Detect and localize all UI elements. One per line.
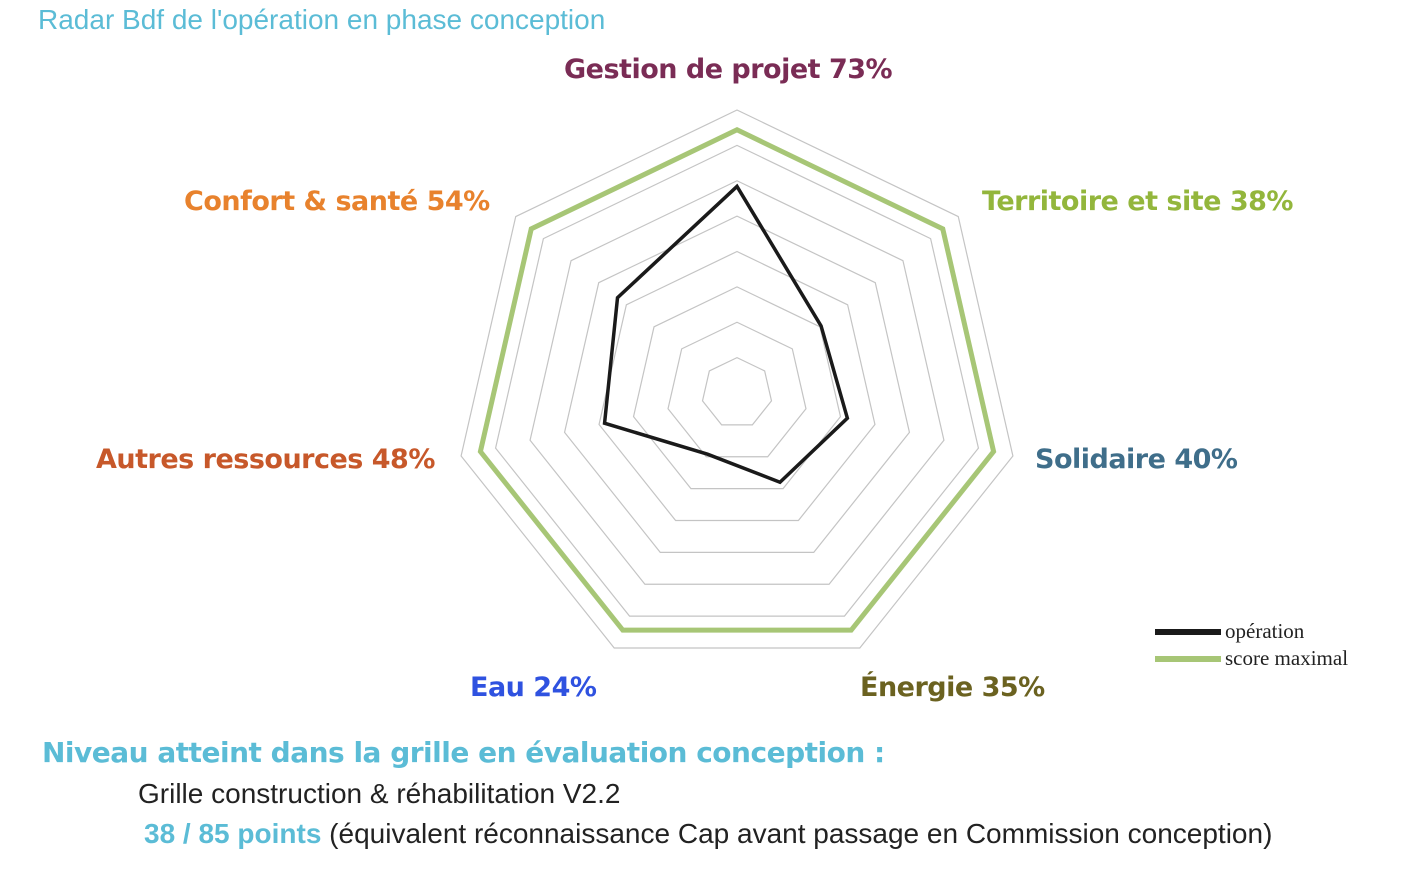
axis-label-confort-sante: Confort & santé 54% bbox=[184, 186, 490, 217]
axis-label-solidaire: Solidaire 40% bbox=[1035, 444, 1238, 475]
chart-legend: opération score maximal bbox=[1155, 618, 1348, 672]
series-score-maximal bbox=[477, 127, 997, 633]
legend-label-operation: opération bbox=[1225, 619, 1305, 643]
legend-swatch-operation bbox=[1155, 628, 1221, 635]
axis-label-gestion-de-projet: Gestion de projet 73% bbox=[564, 54, 893, 85]
footer-grid-version: Grille construction & réhabilitation V2.… bbox=[138, 778, 621, 809]
footer-points-note: (équivalent réconnaissance Cap avant pas… bbox=[321, 818, 1273, 849]
legend-item-operation: opération bbox=[1155, 618, 1348, 645]
axis-label-energie: Énergie 35% bbox=[860, 672, 1045, 703]
grid-ring-5 bbox=[563, 215, 911, 553]
grid-ring-6 bbox=[529, 180, 945, 585]
grid-ring-4 bbox=[598, 250, 876, 522]
footer-points-score: 38 / 85 points bbox=[144, 818, 322, 849]
grid-ring-8 bbox=[460, 109, 1014, 649]
grid-ring-3 bbox=[632, 286, 842, 490]
footer-points-line: 38 / 85 points (équivalent réconnaissanc… bbox=[144, 818, 1272, 850]
legend-label-score-maximal: score maximal bbox=[1225, 646, 1349, 670]
series-operation bbox=[602, 183, 850, 485]
grid-ring-1 bbox=[701, 356, 773, 426]
footer-heading: Niveau atteint dans la grille en évaluat… bbox=[42, 736, 885, 769]
grid-ring-2 bbox=[667, 321, 807, 458]
axis-label-eau: Eau 24% bbox=[470, 672, 597, 703]
axis-label-territoire-et-site: Territoire et site 38% bbox=[982, 186, 1293, 217]
legend-item-score-maximal: score maximal bbox=[1155, 645, 1348, 672]
axis-label-autres-ressources: Autres ressources 48% bbox=[96, 444, 435, 475]
legend-swatch-score-maximal bbox=[1155, 655, 1221, 662]
chart-title: Radar Bdf de l'opération en phase concep… bbox=[38, 4, 606, 35]
grid-ring-7 bbox=[494, 144, 980, 617]
